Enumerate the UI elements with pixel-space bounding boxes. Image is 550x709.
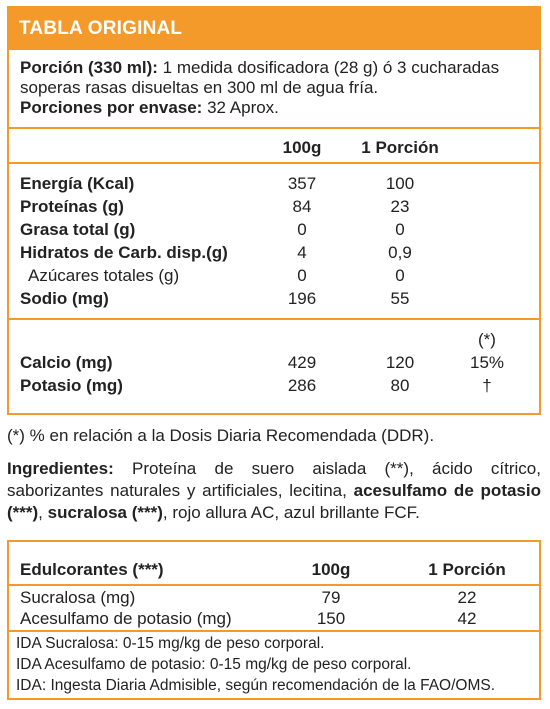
row-calcium-100g: 429 bbox=[287, 353, 317, 372]
row-carbs-100g: 4 bbox=[297, 243, 307, 262]
row-energy-label: Energía (Kcal) bbox=[20, 174, 135, 193]
row-protein-label: Proteínas (g) bbox=[20, 197, 124, 216]
sweeteners-col-portion: 1 Porción bbox=[428, 560, 506, 579]
per-container-value: 32 Aprox. bbox=[207, 98, 279, 117]
col-header-100g: 100g bbox=[282, 138, 322, 157]
row-potassium-100g: 286 bbox=[287, 376, 317, 395]
row-fat-100g: 0 bbox=[297, 220, 307, 239]
row-energy-portion: 100 bbox=[385, 174, 415, 193]
table-header: TABLA ORIGINAL bbox=[9, 8, 539, 50]
per-container-line: Porciones por envase: 32 Aprox. bbox=[20, 98, 535, 118]
acesulfame-100g: 150 bbox=[316, 609, 346, 628]
nutrition-table: TABLA ORIGINAL Porción (330 ml): 1 medid… bbox=[7, 6, 541, 415]
per-container-label: Porciones por envase: bbox=[20, 98, 203, 117]
portion-label: Porción (330 ml): bbox=[20, 58, 158, 77]
ingredients-paragraph: Ingredientes: Proteína de suero aislada … bbox=[7, 458, 541, 524]
sweeteners-table: Edulcorantes (***) 100g 1 Porción Sucral… bbox=[7, 540, 541, 700]
row-calcium-label: Calcio (mg) bbox=[20, 353, 113, 372]
col-header-portion: 1 Porción bbox=[361, 138, 439, 157]
row-potassium-portion: 80 bbox=[390, 376, 410, 395]
divider bbox=[9, 584, 539, 586]
row-protein-portion: 23 bbox=[390, 197, 410, 216]
row-sugars-label: Azúcares totales (g) bbox=[28, 266, 180, 285]
row-calcium-portion: 120 bbox=[385, 353, 415, 372]
sucralose-portion: 22 bbox=[457, 588, 477, 607]
portion-line: Porción (330 ml): 1 medida dosificadora … bbox=[20, 58, 535, 78]
row-potassium-ddr: † bbox=[482, 376, 492, 395]
row-sodium-label: Sodio (mg) bbox=[20, 289, 109, 308]
row-sugars-100g: 0 bbox=[297, 266, 307, 285]
row-carbs-label: Hidratos de Carb. disp.(g) bbox=[20, 243, 228, 262]
acesulfame-portion: 42 bbox=[457, 609, 477, 628]
row-fat-label: Grasa total (g) bbox=[20, 220, 136, 239]
divider bbox=[9, 630, 539, 632]
ingredients-bold-2: sucralosa (***) bbox=[47, 503, 163, 522]
ida-definition-note: IDA: Ingesta Diaria Admisible, según rec… bbox=[16, 677, 496, 694]
sweeteners-col-100g: 100g bbox=[311, 560, 351, 579]
sucralose-100g: 79 bbox=[321, 588, 341, 607]
ingredients-label: Ingredientes: bbox=[7, 459, 114, 478]
ida-sucralose-note: IDA Sucralosa: 0-15 mg/kg de peso corpor… bbox=[16, 635, 325, 652]
ingredients-text-3: , rojo allura AC, azul brillante FCF. bbox=[162, 503, 420, 522]
table-title: TABLA ORIGINAL bbox=[19, 18, 183, 39]
divider bbox=[9, 127, 539, 129]
row-sodium-portion: 55 bbox=[390, 289, 410, 308]
ingredients-bold-1: acesulfamo de potasio (***) bbox=[7, 481, 541, 522]
row-potassium-label: Potasio (mg) bbox=[20, 376, 123, 395]
serving-info: Porción (330 ml): 1 medida dosificadora … bbox=[20, 58, 535, 118]
row-energy-100g: 357 bbox=[287, 174, 317, 193]
divider bbox=[9, 162, 539, 164]
divider bbox=[9, 318, 539, 320]
acesulfame-label: Acesulfamo de potasio (mg) bbox=[20, 609, 232, 628]
ingredients-text-1: Proteína de suero aislada (**), ácido cí… bbox=[7, 459, 541, 500]
row-sugars-portion: 0 bbox=[395, 266, 405, 285]
ida-acesulfame-note: IDA Acesulfamo de potasio: 0-15 mg/kg de… bbox=[16, 656, 412, 673]
portion-desc-2: soperas rasas disueltas en 300 ml de agu… bbox=[20, 78, 379, 97]
ingredients-text-2: , bbox=[38, 503, 48, 522]
ddr-header: (*) bbox=[478, 330, 496, 349]
row-fat-portion: 0 bbox=[395, 220, 405, 239]
row-protein-100g: 84 bbox=[292, 197, 312, 216]
ddr-footnote: (*) % en relación a la Dosis Diaria Reco… bbox=[7, 426, 435, 445]
row-sodium-100g: 196 bbox=[287, 289, 317, 308]
row-calcium-ddr: 15% bbox=[469, 353, 505, 372]
row-carbs-portion: 0,9 bbox=[388, 243, 412, 262]
sucralose-label: Sucralosa (mg) bbox=[20, 588, 136, 607]
sweeteners-header: Edulcorantes (***) bbox=[20, 560, 164, 579]
portion-desc-1: 1 medida dosificadora (28 g) ó 3 cuchara… bbox=[162, 58, 500, 77]
